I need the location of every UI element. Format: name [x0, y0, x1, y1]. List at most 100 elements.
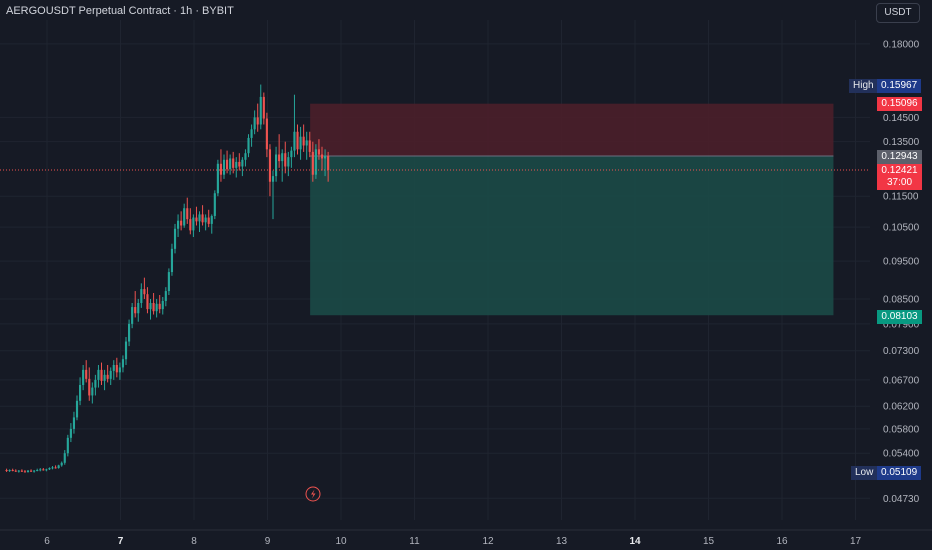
- time-axis[interactable]: 6 7 8 9 10 11 12 13 14 15 16 17: [0, 529, 932, 547]
- candle: [271, 170, 275, 220]
- x-tick-label: 17: [850, 536, 862, 547]
- candle: [275, 146, 278, 182]
- x-tick-label: 6: [44, 536, 50, 547]
- candle: [293, 94, 296, 158]
- candle: [278, 134, 281, 168]
- candle: [143, 277, 146, 299]
- candle: [5, 468, 8, 472]
- candle: [94, 374, 97, 396]
- y-tick-label: 0.13500: [883, 137, 920, 148]
- candle: [192, 214, 195, 237]
- candle: [238, 153, 241, 171]
- candle: [75, 395, 79, 421]
- candle: [327, 151, 330, 182]
- currency-button[interactable]: USDT: [876, 3, 920, 23]
- candle: [88, 367, 91, 401]
- y-tick-label: 0.05400: [883, 449, 920, 460]
- candle: [66, 434, 69, 457]
- x-tick-label: 14: [629, 536, 641, 547]
- candle: [314, 144, 317, 179]
- candle: [265, 112, 268, 158]
- candle: [26, 469, 30, 473]
- candle: [250, 124, 253, 147]
- candle: [256, 103, 259, 132]
- position-zones[interactable]: [310, 103, 834, 316]
- candle: [60, 461, 63, 467]
- candle: [268, 144, 272, 197]
- candle: [8, 469, 11, 472]
- candle: [121, 355, 125, 373]
- candle: [48, 467, 51, 470]
- x-tick-label: 15: [703, 536, 715, 547]
- y-tick-label: 0.06200: [883, 402, 920, 413]
- candle: [149, 298, 152, 320]
- candle: [213, 190, 216, 220]
- candle: [14, 469, 17, 472]
- candle: [36, 468, 39, 472]
- candle: [180, 211, 183, 231]
- candle: [30, 469, 33, 472]
- x-tick-label: 8: [191, 536, 197, 547]
- candle: [23, 469, 27, 473]
- candle: [79, 377, 82, 406]
- candle: [189, 208, 192, 235]
- candle: [235, 157, 238, 178]
- candle: [11, 468, 14, 472]
- price-axis[interactable]: 0.18000 0.14500 0.13500 0.11500 0.10500 0.095…: [883, 39, 920, 504]
- candle: [287, 151, 290, 177]
- candle: [137, 298, 140, 322]
- candle: [198, 211, 201, 233]
- candle: [146, 287, 149, 314]
- candle: [91, 382, 94, 404]
- target-price-tag: 0.08103: [877, 310, 922, 324]
- stop-loss-zone[interactable]: [310, 103, 834, 157]
- x-tick-label: 13: [556, 536, 568, 547]
- candle: [219, 149, 223, 182]
- candle: [54, 465, 57, 469]
- candle: [72, 411, 76, 434]
- x-tick-label: 10: [335, 536, 347, 547]
- high-value: 0.15967: [877, 79, 922, 93]
- candle: [131, 302, 134, 329]
- y-tick-label: 0.04730: [883, 494, 920, 505]
- candle: [311, 141, 314, 182]
- take-profit-zone[interactable]: [310, 156, 834, 316]
- candle: [20, 469, 23, 472]
- x-tick-label: 7: [118, 536, 124, 547]
- candle: [158, 294, 161, 314]
- candle: [262, 92, 265, 125]
- candle: [244, 149, 247, 167]
- candle: [241, 157, 244, 177]
- candle: [124, 337, 128, 365]
- lightning-icon[interactable]: [305, 486, 321, 502]
- candle: [324, 149, 327, 177]
- x-tick-label: 12: [482, 536, 494, 547]
- candle: [173, 223, 177, 254]
- x-tick-label: 16: [776, 536, 788, 547]
- x-tick-label: 9: [265, 536, 271, 547]
- candle: [82, 364, 85, 391]
- candle: [170, 243, 174, 276]
- candle: [299, 126, 302, 160]
- candle: [253, 110, 256, 135]
- y-tick-label: 0.08500: [883, 294, 920, 305]
- candle: [17, 469, 20, 473]
- candle: [229, 154, 232, 175]
- candle: [183, 203, 186, 228]
- candle: [51, 466, 54, 470]
- candle: [118, 362, 121, 380]
- candle: [63, 450, 66, 465]
- candle: [281, 149, 284, 182]
- candle: [161, 296, 164, 315]
- candle: [204, 214, 207, 231]
- candle: [210, 214, 213, 234]
- candle: [69, 423, 72, 443]
- candle: [140, 283, 143, 308]
- candle: [284, 141, 287, 174]
- candle: [33, 469, 36, 473]
- y-tick-label: 0.05800: [883, 424, 920, 435]
- candle: [201, 205, 204, 226]
- candle: [216, 159, 219, 197]
- y-tick-label: 0.11500: [883, 192, 919, 203]
